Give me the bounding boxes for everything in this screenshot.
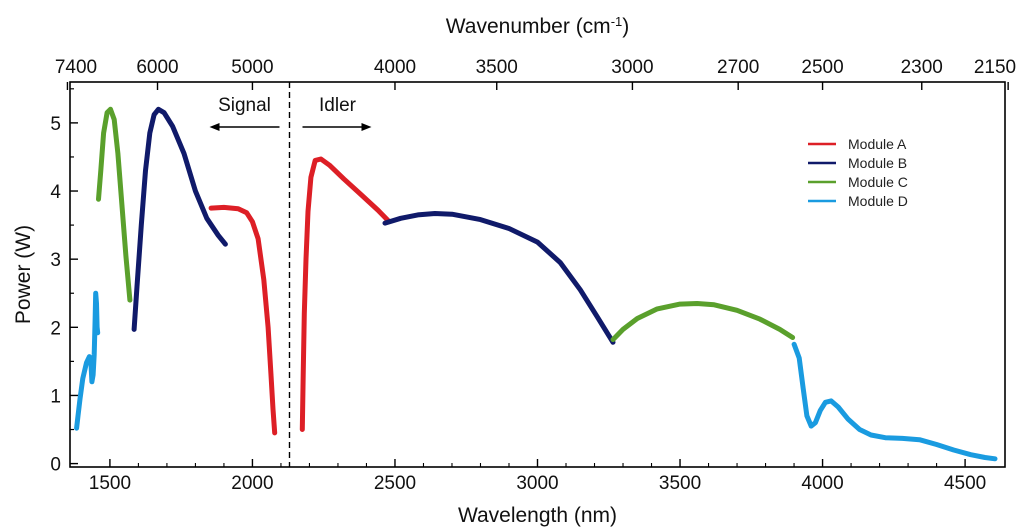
top-tick-label: 4000 xyxy=(374,57,416,78)
idler-arrowhead xyxy=(361,123,372,131)
series-line-module-d xyxy=(791,341,998,462)
top-axis-title-main: Wavenumber (cm xyxy=(446,15,611,38)
x-tick-label: 3500 xyxy=(659,473,701,494)
top-tick-label: 2300 xyxy=(901,57,943,78)
top-tick-label: 2500 xyxy=(801,57,843,78)
series-line-module-d xyxy=(74,290,101,431)
series-line-module-b xyxy=(131,106,228,332)
top-axis-title-sup: -1 xyxy=(611,14,623,29)
top-tick-label: 6000 xyxy=(136,57,178,78)
legend-label: Module D xyxy=(848,193,908,209)
top-axis-ticks: 7400 6000 5000 4000 3500 3000 2700 2500 2300 2150 xyxy=(55,57,1016,90)
y-tick-label: 0 xyxy=(50,455,61,476)
top-axis-title-end: ) xyxy=(622,15,629,38)
x-tick-label: 4000 xyxy=(801,473,843,494)
top-tick-label: 7400 xyxy=(55,57,97,78)
idler-annotation: Idler xyxy=(319,95,357,116)
x-tick-label: 4500 xyxy=(944,473,986,494)
series-line-module-c xyxy=(96,106,133,303)
x-axis-title: Wavelength (nm) xyxy=(458,504,617,527)
legend-label: Module B xyxy=(848,155,907,171)
x-tick-label: 2000 xyxy=(231,473,273,494)
series-line-module-a xyxy=(208,204,278,436)
x-axis-ticks: 1500 2000 2500 3000 3500 4000 4500 xyxy=(89,459,986,494)
x-tick-label: 3000 xyxy=(516,473,558,494)
annotation-layer: Signal Idler xyxy=(209,95,372,131)
series-line-module-a xyxy=(299,156,391,432)
series-layer xyxy=(74,106,998,462)
y-tick-label: 5 xyxy=(50,114,61,135)
y-tick-label: 2 xyxy=(50,318,61,339)
x-tick-label: 2500 xyxy=(374,473,416,494)
signal-annotation: Signal xyxy=(218,95,271,116)
top-tick-label: 3500 xyxy=(476,57,518,78)
legend: Module A Module B Module C Module D xyxy=(808,136,908,209)
signal-arrowhead xyxy=(209,123,220,131)
top-tick-label: 2700 xyxy=(717,57,759,78)
y-tick-label: 3 xyxy=(50,250,61,271)
y-axis-title: Power (W) xyxy=(12,225,35,324)
series-line-module-c xyxy=(610,301,796,343)
legend-label: Module C xyxy=(848,174,908,190)
x-tick-label: 1500 xyxy=(89,473,131,494)
y-axis-ticks: 0 1 2 3 4 5 xyxy=(50,88,78,476)
top-axis-title: Wavenumber (cm-1) xyxy=(446,14,630,39)
series-line-module-b xyxy=(382,211,616,345)
top-tick-label: 3000 xyxy=(611,57,653,78)
top-tick-label: 2150 xyxy=(974,57,1016,78)
legend-label: Module A xyxy=(848,136,907,152)
y-tick-label: 1 xyxy=(50,386,61,407)
y-tick-label: 4 xyxy=(50,182,61,203)
top-tick-label: 5000 xyxy=(231,57,273,78)
